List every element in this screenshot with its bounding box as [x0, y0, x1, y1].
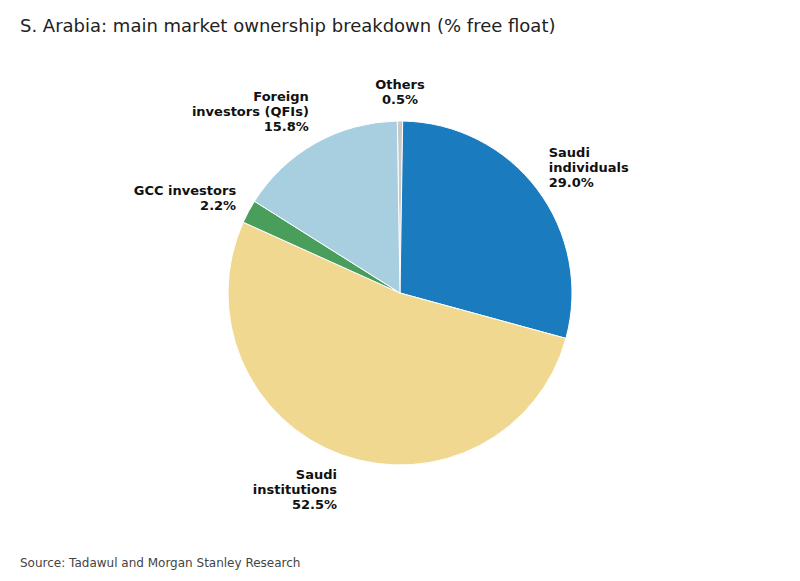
slice-label: Saudiindividuals: [549, 145, 629, 175]
title: S. Arabia: main market ownership breakdo…: [20, 15, 555, 36]
labels: Others0.5% Saudiindividuals29.0% Saudiinst…: [134, 77, 629, 512]
slice-label: Foreigninvestors (QFIs): [192, 89, 309, 119]
data-label: 29.0%: [549, 175, 594, 190]
slice-label: Others: [375, 77, 425, 92]
data-label: 15.8%: [264, 119, 309, 134]
slices: [228, 121, 572, 465]
source: Source: Tadawul and Morgan Stanley Resea…: [20, 556, 300, 570]
chart: S. Arabia: main market ownership breakdo…: [0, 0, 800, 581]
slice-label: GCC investors: [134, 183, 237, 198]
slice-label: Saudiinstitutions: [253, 467, 337, 497]
data-label: 2.2%: [200, 198, 236, 213]
data-label: 52.5%: [292, 497, 337, 512]
slice: [254, 121, 400, 293]
data-label: 0.5%: [382, 92, 418, 107]
